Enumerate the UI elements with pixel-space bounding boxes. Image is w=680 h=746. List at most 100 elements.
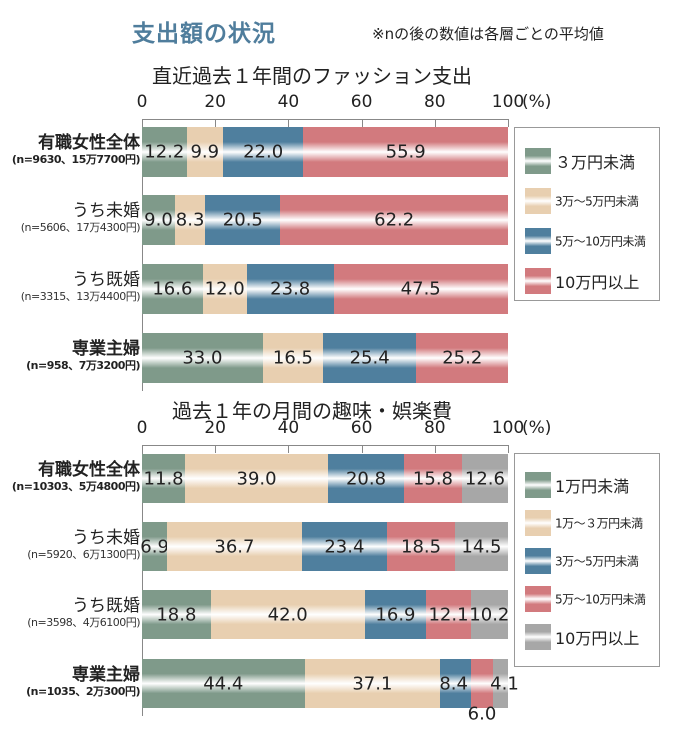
category-name: 専業主婦 (72, 665, 140, 685)
legend-label: 3万～5万円未満 (555, 194, 639, 209)
bar-segment (471, 659, 493, 708)
bar-segment (387, 522, 455, 571)
bar-segment (492, 659, 508, 708)
x-tick-label: 60 (350, 92, 373, 112)
data-label: 25.4 (349, 347, 390, 369)
legend-label: 10万円以上 (555, 273, 640, 292)
category-sample-info: (n=3598、4万6100円) (27, 616, 140, 629)
data-label: 4.1 (490, 673, 519, 694)
category-label: うち既婚 (n=3598、4万6100円) (27, 596, 140, 630)
category-label: うち未婚 (n=5606、17万4300円) (21, 201, 141, 235)
page-title: 支出額の状況 (132, 21, 276, 47)
x-tick-label: 60 (350, 418, 373, 438)
data-label: 55.9 (385, 141, 426, 163)
bar-segment (404, 454, 462, 503)
bar-segment (210, 590, 365, 639)
data-label: 6.9 (140, 536, 169, 557)
bar-segment (142, 127, 187, 177)
data-label: 25.2 (442, 347, 483, 369)
bar-segment (246, 264, 334, 314)
legend-label: ３万円未満 (555, 153, 636, 172)
chart-title: 直近過去１年間のファッション支出 (152, 64, 472, 88)
data-label: 6.0 (467, 703, 497, 725)
x-tick-mark (434, 119, 436, 127)
category-label: うち未婚 (n=5920、6万1300円) (27, 528, 140, 562)
bar-segment (222, 127, 304, 177)
legend-label: 3万～5万円未満 (555, 554, 639, 569)
legend: ３万円未満 3万～5万円未満 5万～10万円未満 10万円以上 (514, 127, 660, 301)
data-label: 9.0 (144, 209, 173, 231)
bar-segment (142, 333, 263, 383)
category-name: 有職女性全体 (38, 460, 140, 480)
data-label: 8.3 (175, 209, 205, 231)
data-label: 12.1 (428, 604, 469, 625)
data-label: 47.5 (400, 278, 441, 300)
x-tick-mark (215, 119, 217, 127)
data-label: 23.8 (270, 278, 311, 300)
bar-segment (470, 590, 508, 639)
category-label: 専業主婦 (n=1035、2万300円) (26, 665, 140, 699)
data-label: 15.8 (412, 468, 454, 489)
x-unit-label: (%) (522, 418, 552, 438)
bar-segment (301, 522, 388, 571)
bar-segment (364, 590, 427, 639)
legend-swatch (525, 586, 551, 612)
bar-segment (202, 264, 247, 314)
legend-swatch (525, 268, 551, 294)
category-label: 有職女性全体 (n=9630、15万7700円) (11, 133, 141, 167)
data-label: 33.0 (182, 347, 223, 369)
category-name: うち未婚 (72, 201, 140, 221)
data-label: 37.1 (352, 673, 393, 694)
category-sample-info: (n=9630、15万7700円) (11, 153, 141, 166)
bar-segment (416, 333, 509, 383)
category-sample-info: (n=3315、13万4400円) (20, 290, 141, 303)
x-axis-end-tick (508, 445, 509, 453)
y-axis-line (142, 445, 143, 716)
bar-segment (142, 659, 305, 708)
data-label: 10.2 (469, 604, 510, 625)
bar-segment (185, 454, 328, 503)
x-axis-end-tick (508, 119, 509, 127)
bar-segment (426, 590, 471, 639)
bar-segment (186, 127, 223, 177)
x-tick-label: 80 (423, 418, 446, 438)
bar-segment (454, 522, 508, 571)
data-label: 18.8 (156, 604, 197, 625)
x-tick-label: 40 (277, 92, 300, 112)
category-sample-info: (n=10303、5万4800円) (11, 480, 141, 493)
data-label: 39.0 (236, 468, 277, 489)
legend-swatch (525, 472, 551, 498)
data-label: 36.7 (214, 536, 255, 557)
data-label: 12.0 (204, 278, 245, 300)
category-label: うち既婚 (n=3315、13万4400円) (20, 270, 141, 304)
data-label: 20.8 (345, 468, 387, 489)
category-name: 専業主婦 (72, 339, 140, 359)
data-label: 12.2 (144, 141, 185, 163)
legend-label: 10万円以上 (555, 629, 640, 648)
page-note: ※nの後の数値は各層ごとの平均値 (372, 25, 604, 43)
x-tick-label: 0 (136, 418, 148, 438)
category-name: うち未婚 (72, 528, 140, 548)
bar-segment (303, 127, 508, 177)
legend-swatch (525, 510, 551, 536)
x-tick-mark (288, 119, 290, 127)
legend-swatch (525, 148, 551, 174)
data-label: 9.9 (190, 141, 220, 163)
legend-label: 5万～10万円未満 (555, 234, 646, 249)
x-tick-label: 20 (204, 418, 227, 438)
category-name: うち既婚 (72, 270, 140, 290)
bar-segment (142, 522, 168, 571)
x-tick-mark (215, 445, 217, 453)
bar-segment (174, 195, 206, 245)
x-tick-label: 20 (204, 92, 227, 112)
bar-segment (461, 454, 508, 503)
bar-segment (323, 333, 417, 383)
category-sample-info: (n=958、7万3200円) (26, 359, 140, 372)
legend-swatch (525, 188, 551, 214)
y-axis-line (142, 119, 143, 391)
data-label: 12.6 (464, 468, 505, 489)
x-tick-mark (288, 445, 290, 453)
chart-title: 過去１年の月間の趣味・娯楽費 (172, 399, 452, 423)
x-tick-mark (361, 119, 363, 127)
x-tick-mark (361, 445, 363, 453)
